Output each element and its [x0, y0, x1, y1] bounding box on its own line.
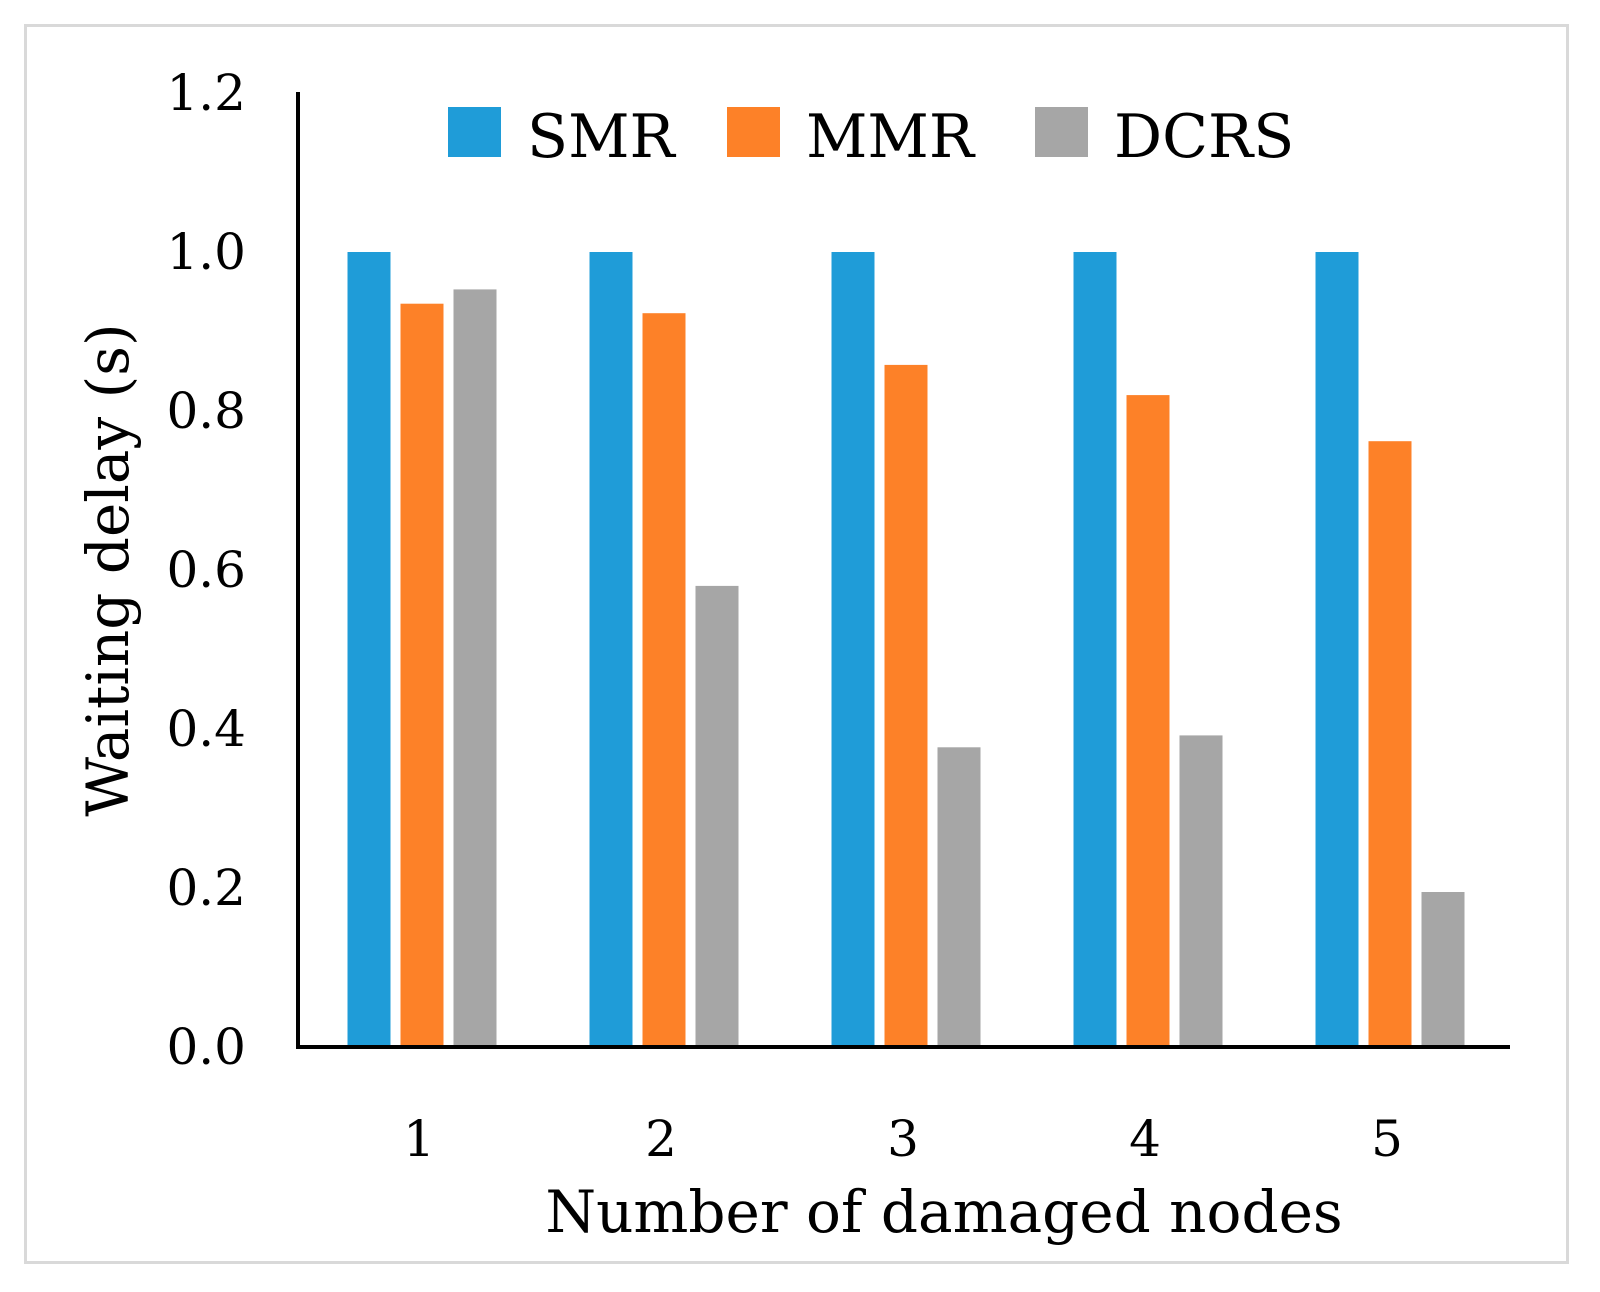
bar-dcrs-2: [695, 585, 739, 1047]
legend: SMR MMR DCRS: [448, 102, 1294, 172]
legend-label-mmr: MMR: [806, 102, 976, 172]
y-tick-label: 0.8: [166, 382, 246, 440]
bars-group: [347, 252, 1465, 1048]
bar-dcrs-1: [453, 289, 497, 1047]
y-tick-label: 0.2: [166, 859, 246, 917]
bar-mmr-5: [1368, 441, 1412, 1047]
y-tick-label: 0.4: [166, 700, 246, 758]
bar-smr-2: [589, 252, 633, 1047]
bar-mmr-2: [642, 313, 686, 1047]
bar-smr-3: [831, 252, 875, 1047]
bar-smr-1: [347, 252, 391, 1047]
x-tick-label: 3: [887, 1110, 919, 1168]
bar-dcrs-3: [937, 747, 981, 1047]
x-tick-label: 5: [1371, 1110, 1403, 1168]
chart-frame: [24, 24, 1569, 1264]
y-tick-label: 1.2: [166, 64, 246, 122]
bar-dcrs-5: [1421, 892, 1465, 1047]
axes-group: [296, 92, 1510, 1049]
y-tick-labels: 0.0 0.2 0.4 0.6 0.8 1.0 1.2: [166, 64, 246, 1076]
x-tick-labels: 1 2 3 4 5: [403, 1110, 1403, 1168]
legend-swatch-smr: [448, 107, 501, 157]
y-tick-label: 0.6: [166, 541, 246, 599]
y-axis-title: Waiting delay (s): [74, 323, 142, 816]
bar-mmr-1: [400, 303, 444, 1047]
x-tick-label: 4: [1129, 1110, 1161, 1168]
legend-label-dcrs: DCRS: [1114, 102, 1294, 172]
x-tick-label: 2: [645, 1110, 677, 1168]
bar-smr-4: [1073, 252, 1117, 1047]
x-axis-title: Number of damaged nodes: [545, 1178, 1342, 1246]
bar-dcrs-4: [1179, 735, 1223, 1047]
y-tick-label: 1.0: [166, 223, 246, 281]
bar-mmr-4: [1126, 395, 1170, 1048]
legend-swatch-mmr: [727, 107, 780, 157]
legend-swatch-dcrs: [1035, 107, 1088, 157]
legend-label-smr: SMR: [527, 102, 677, 172]
y-tick-label: 0.0: [166, 1018, 246, 1076]
bar-mmr-3: [884, 364, 928, 1047]
x-tick-label: 1: [403, 1110, 435, 1168]
bar-smr-5: [1315, 252, 1359, 1047]
